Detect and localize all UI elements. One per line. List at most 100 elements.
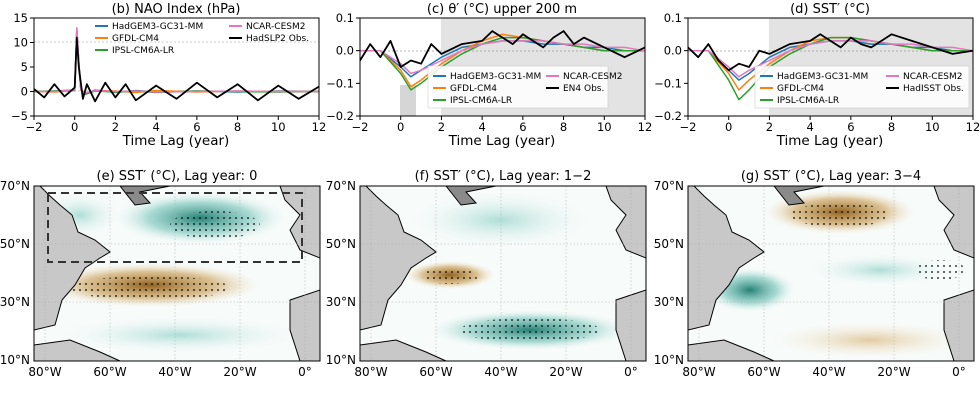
xtick-label-d-0: −2 xyxy=(680,120,697,134)
panel-c-ticks: −2 0 2 4 6 8 10 12 −0.2 −0.1 0.0 0.1 xyxy=(326,11,652,134)
map-g-warm-anomaly-tropics xyxy=(770,322,970,358)
map-xtick-g-3: 20°W xyxy=(877,365,910,379)
series-line-c-3 xyxy=(360,40,645,75)
xtick-label-b-2: 2 xyxy=(112,120,119,134)
series-line-d-4 xyxy=(688,33,973,72)
xtick-label-d-6: 10 xyxy=(925,120,940,134)
map-g-frame xyxy=(687,185,975,362)
map-e-region-box xyxy=(47,192,303,263)
xtick-label-d-1: 0 xyxy=(725,120,732,134)
map-xtick-f-4: 0° xyxy=(624,365,638,379)
map-ytick-e-1: 50°N xyxy=(0,237,30,251)
xtick-label-d-5: 8 xyxy=(888,120,895,134)
map-xtick-g-1: 60°W xyxy=(747,365,780,379)
ytick-label-b-1: 0 xyxy=(21,85,28,99)
xtick-label-c-5: 8 xyxy=(560,120,567,134)
xtick-label-b-0: −2 xyxy=(26,120,43,134)
ytick-label-b-0: −5 xyxy=(11,109,28,123)
legend-d-label-gfdl: GFDL-CM4 xyxy=(777,84,824,94)
panel-c-series xyxy=(360,30,645,91)
series-line-b-4 xyxy=(34,36,319,103)
map-g-gridlines xyxy=(688,186,974,361)
map-g-south-america xyxy=(688,339,775,361)
map-ytick-e-2: 30°N xyxy=(0,295,30,309)
ytick-label-c-3: 0.1 xyxy=(336,11,354,25)
ytick-label-d-1: −0.1 xyxy=(654,76,682,90)
legend-c-label-obs: EN4 Obs. xyxy=(563,84,604,94)
map-g-ticks: 70°N 50°N 30°N 10°N80°W 60°W 40°W 20°W 0° xyxy=(654,179,966,379)
ytick-label-b-4: 15 xyxy=(13,11,28,25)
series-line-c-2 xyxy=(360,36,645,91)
map-xtick-f-0: 80°W xyxy=(354,365,387,379)
legend-c-label-hadgem: HadGEM3-GC31-MM xyxy=(450,72,541,82)
map-e-gridlines xyxy=(34,186,320,361)
ytick-label-b-2: 5 xyxy=(21,60,28,74)
map-panel-f: (f) SST′ (°C), Lag year: 1−2 70°N 50°N 30°… xyxy=(326,169,647,379)
legend-c-label-ipsl: IPSL-CM6A-LR xyxy=(450,96,512,106)
panel-c-xlabel: Time Lag (year) xyxy=(448,133,556,149)
map-ytick-g-0: 70°N xyxy=(654,179,684,193)
map-xtick-e-0: 80°W xyxy=(28,365,61,379)
xtick-label-c-0: −2 xyxy=(352,120,369,134)
xtick-label-d-2: 2 xyxy=(766,120,773,134)
map-xtick-e-2: 40°W xyxy=(158,365,191,379)
legend-label-ipsl: IPSL-CM6A-LR xyxy=(112,46,174,56)
legend-d-label-obs: HadISST Obs. xyxy=(903,84,964,94)
map-panel-e: (e) SST′ (°C), Lag year: 0 70°N50°N30°N1 xyxy=(0,169,321,379)
panel-c: (c) θ′ (°C) upper 200 m −2 0 2 4 6 8 10 12−0.2−… xyxy=(326,2,652,149)
xtick-label-c-7: 12 xyxy=(638,120,653,134)
series-line-d-3 xyxy=(688,40,973,78)
panel-d-xlabel: Time Lag (year) xyxy=(776,133,884,149)
map-ytick-g-1: 50°N xyxy=(654,237,684,251)
ytick-label-c-2: 0.0 xyxy=(336,44,354,58)
map-e-ticks: 70°N 50°N 30°N 10°N80°W 60°W 40°W 20°W 0° xyxy=(0,179,312,379)
panel-b-title: (b) NAO Index (hPa) xyxy=(112,2,241,17)
legend-d-label-hadgem: HadGEM3-GC31-MM xyxy=(777,72,868,82)
map-xtick-g-4: 0° xyxy=(952,365,966,379)
map-f-frame xyxy=(359,185,647,362)
panel-b-xlabel: Time Lag (year) xyxy=(122,133,230,149)
map-ytick-g-2: 30°N xyxy=(654,295,684,309)
xtick-label-b-4: 6 xyxy=(193,120,200,134)
map-ytick-f-0: 70°N xyxy=(326,179,356,193)
map-ytick-f-2: 30°N xyxy=(326,295,356,309)
panel-d-series xyxy=(688,33,973,101)
map-f-significance-stipple-north xyxy=(422,268,478,284)
map-e-north-america xyxy=(34,186,111,331)
map-e-europe xyxy=(279,186,320,259)
xtick-label-c-6: 10 xyxy=(597,120,612,134)
panel-d-frame xyxy=(687,17,974,117)
map-e-cool-anomaly-tropics xyxy=(60,317,300,353)
ytick-label-d-0: −0.2 xyxy=(654,109,682,123)
map-ytick-g-3: 10°N xyxy=(654,353,684,367)
series-line-c-4 xyxy=(360,30,645,68)
xtick-label-d-3: 4 xyxy=(806,120,813,134)
map-g-significance-stipple-north xyxy=(790,203,890,227)
map-g-africa xyxy=(943,289,974,361)
panel-d: (d) SST′ (°C) −2 0 2 4 6 8 10 12−0.2−0.10.00.1 … xyxy=(654,2,980,149)
map-f-greenland xyxy=(404,186,497,206)
ytick-label-c-1: −0.1 xyxy=(326,76,354,90)
map-xtick-f-2: 40°W xyxy=(484,365,517,379)
ytick-label-d-2: 0.0 xyxy=(664,44,682,58)
panel-c-title: (c) θ′ (°C) upper 200 m xyxy=(427,2,577,17)
panel-b-legend: HadGEM3-GC31-MM GFDL-CM4 IPSL-CM6A-LR NC… xyxy=(95,22,309,56)
xtick-label-c-4: 6 xyxy=(519,120,526,134)
map-g-greenland xyxy=(732,186,825,206)
panel-d-legend: HadGEM3-GC31-MM GFDL-CM4 IPSL-CM6A-LR NC… xyxy=(754,65,970,109)
legend-d-label-ipsl: IPSL-CM6A-LR xyxy=(777,96,839,106)
map-g-north-america xyxy=(688,186,765,331)
map-xtick-g-0: 80°W xyxy=(682,365,715,379)
ytick-label-d-3: 0.1 xyxy=(664,11,682,25)
map-f-north-america xyxy=(360,186,437,331)
xtick-label-d-7: 12 xyxy=(966,120,980,134)
panel-d-ticks: −2 0 2 4 6 8 10 12 −0.2 −0.1 0.0 0.1 xyxy=(654,11,980,134)
xtick-label-b-1: 0 xyxy=(71,120,78,134)
map-f-significance-stipple-south xyxy=(460,318,600,342)
legend-label-ncar: NCAR-CESM2 xyxy=(246,22,305,32)
map-e-africa xyxy=(289,289,320,361)
map-f-title: (f) SST′ (°C), Lag year: 1−2 xyxy=(415,169,592,184)
xtick-label-b-7: 12 xyxy=(312,120,327,134)
legend-label-hadgem: HadGEM3-GC31-MM xyxy=(112,22,203,32)
map-e-title: (e) SST′ (°C), Lag year: 0 xyxy=(97,169,258,184)
